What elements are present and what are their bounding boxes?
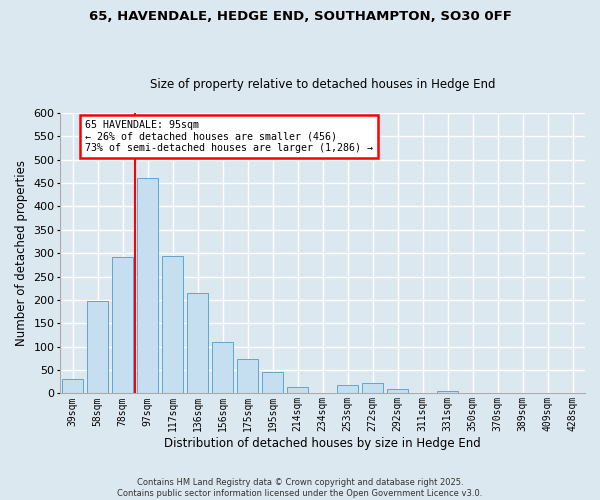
Bar [337,384,358,394]
Text: 65 HAVENDALE: 95sqm
← 26% of detached houses are smaller (456)
73% of semi-detac: 65 HAVENDALE: 95sqm ← 26% of detached ho… [85,120,373,153]
Bar [62,380,83,394]
Bar [87,302,109,394]
Title: Size of property relative to detached houses in Hedge End: Size of property relative to detached ho… [150,78,496,91]
Bar [137,178,158,394]
Text: Contains HM Land Registry data © Crown copyright and database right 2025.
Contai: Contains HM Land Registry data © Crown c… [118,478,482,498]
Bar [112,258,133,394]
Bar [387,389,408,394]
Bar [262,372,283,394]
Bar [162,256,184,394]
X-axis label: Distribution of detached houses by size in Hedge End: Distribution of detached houses by size … [164,437,481,450]
Text: 65, HAVENDALE, HEDGE END, SOUTHAMPTON, SO30 0FF: 65, HAVENDALE, HEDGE END, SOUTHAMPTON, S… [89,10,511,23]
Bar [437,391,458,394]
Bar [362,383,383,394]
Bar [212,342,233,394]
Bar [187,293,208,394]
Bar [237,360,258,394]
Y-axis label: Number of detached properties: Number of detached properties [15,160,28,346]
Bar [287,388,308,394]
